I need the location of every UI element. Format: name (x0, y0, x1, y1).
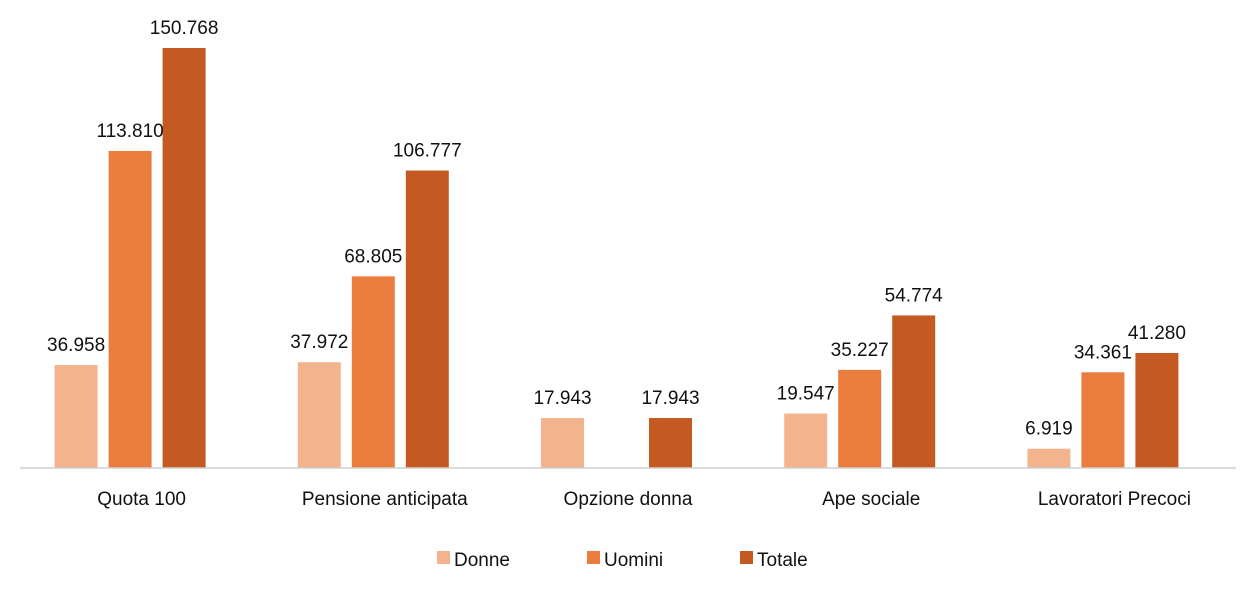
data-label-totale-1: 106.777 (393, 141, 462, 162)
bar-totale-0 (162, 48, 206, 468)
data-label-uomini-3: 35.227 (831, 340, 889, 361)
category-label-1: Pensione anticipata (302, 489, 468, 510)
bar-donne-2 (541, 418, 584, 468)
legend-item-totale: Totale (740, 550, 808, 571)
data-label-donne-1: 37.972 (290, 332, 348, 353)
data-label-donne-3: 19.547 (777, 384, 835, 405)
category-label-2: Opzione donna (564, 489, 693, 510)
data-label-uomini-1: 68.805 (344, 246, 402, 267)
bar-donne-3 (784, 413, 828, 468)
legend: Donne Uomini Totale (437, 550, 808, 571)
bar-totale-2 (649, 418, 692, 468)
bar-uomini-1 (351, 276, 395, 468)
bars-layer (54, 48, 1179, 469)
data-label-totale-4: 41.280 (1128, 323, 1186, 344)
legend-swatch-totale (740, 551, 753, 564)
legend-swatch-uomini (587, 551, 600, 564)
data-label-totale-3: 54.774 (885, 285, 944, 306)
legend-label-donne: Donne (454, 550, 510, 571)
bar-uomini-0 (108, 150, 152, 469)
data-label-totale-0: 150.768 (150, 18, 219, 39)
bar-totale-4 (1135, 353, 1179, 468)
legend-swatch-donne (437, 551, 450, 564)
bar-totale-1 (405, 170, 449, 468)
legend-item-uomini: Uomini (587, 550, 663, 571)
category-label-0: Quota 100 (97, 489, 186, 510)
data-label-totale-2: 17.943 (641, 388, 699, 409)
category-label-4: Lavoratori Precoci (1038, 489, 1191, 510)
data-label-donne-4: 6.919 (1025, 419, 1073, 440)
data-label-donne-2: 17.943 (533, 388, 591, 409)
legend-item-donne: Donne (437, 550, 510, 571)
category-label-3: Ape sociale (822, 489, 920, 510)
bar-donne-0 (54, 365, 98, 468)
data-label-donne-0: 36.958 (47, 335, 105, 356)
bar-totale-3 (892, 315, 936, 468)
bar-donne-1 (297, 362, 341, 468)
legend-label-uomini: Uomini (604, 550, 663, 571)
data-label-uomini-4: 34.361 (1074, 342, 1132, 363)
bar-uomini-3 (838, 369, 882, 468)
category-labels-layer: Quota 100 Pensione anticipata Opzione donn… (97, 489, 1191, 510)
data-label-uomini-0: 113.810 (96, 121, 163, 142)
data-labels-layer: 36.958 113.810 150.768 37.972 68.805 106.777 1… (47, 18, 1186, 440)
bar-donne-4 (1027, 448, 1071, 468)
legend-label-totale: Totale (757, 550, 808, 571)
bar-uomini-4 (1081, 372, 1125, 468)
